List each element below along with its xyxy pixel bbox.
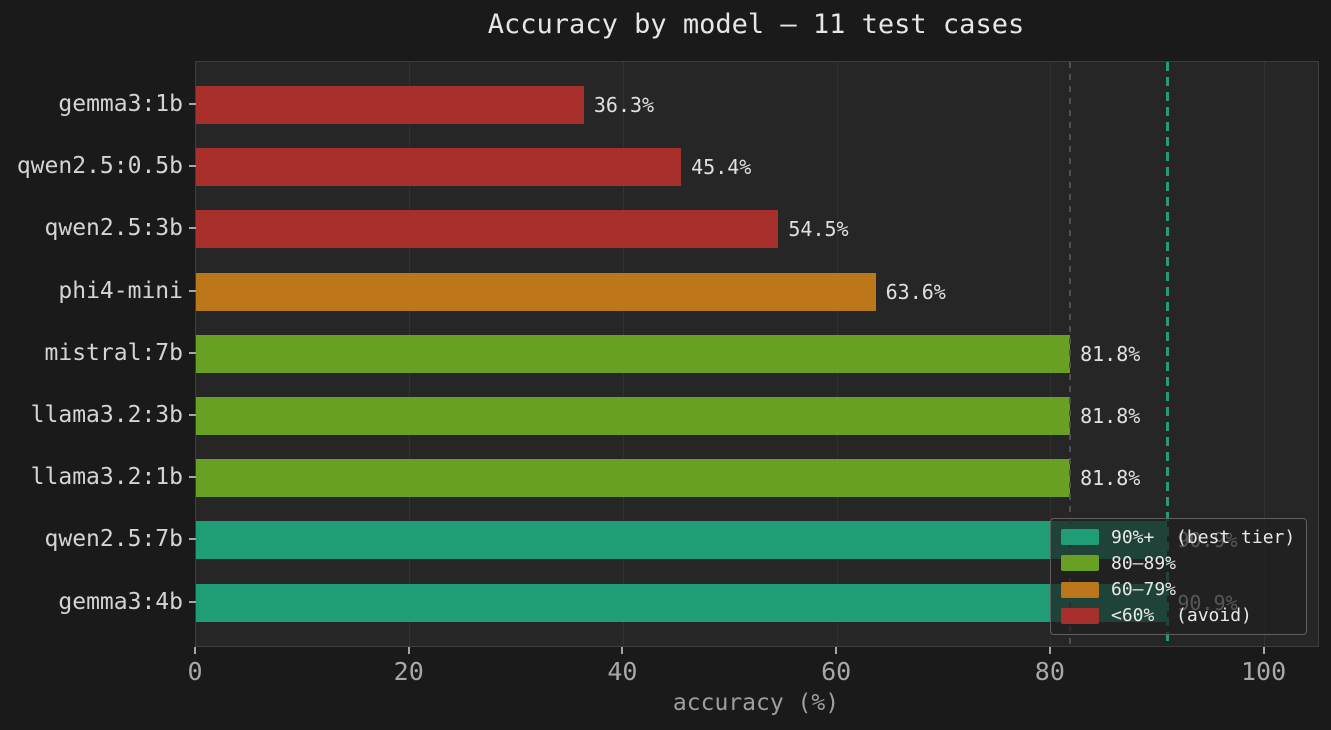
bar	[196, 521, 1168, 560]
x-tick	[194, 647, 196, 654]
x-tick-label: 40	[607, 657, 638, 686]
bar	[196, 86, 584, 124]
x-tick-label: 100	[1240, 657, 1287, 686]
bar-value-label: 45.4%	[691, 155, 752, 180]
y-tick-label: qwen2.5:0.5b	[16, 153, 183, 180]
legend-swatch	[1061, 529, 1099, 546]
bar	[196, 459, 1071, 498]
bar-value-label: 54.5%	[788, 217, 849, 242]
bar-value-label: 36.3%	[593, 93, 655, 117]
y-tick-label: qwen2.5:3b	[44, 215, 183, 242]
y-tick	[189, 289, 196, 292]
x-tick	[407, 647, 410, 654]
legend-item: 80—89%	[1061, 553, 1296, 574]
y-tick	[189, 227, 196, 230]
legend-item: 90%+ (best tier)	[1061, 527, 1296, 548]
legend-swatch	[1061, 581, 1099, 598]
y-tick-label: mistral:7b	[44, 339, 183, 366]
x-tick-label: 80	[1034, 657, 1065, 686]
bar-value-label: 81.8%	[1080, 404, 1141, 428]
y-tick	[189, 414, 196, 416]
y-tick-label: llama3.2:3b	[30, 402, 183, 428]
bar-value-label: 81.8%	[1080, 341, 1141, 366]
bar-value-label: 63.6%	[885, 279, 946, 304]
y-tick	[189, 103, 196, 105]
y-tick-label: phi4-mini	[58, 277, 183, 304]
plot-area: 36.3%45.4%54.5%63.6%81.8%81.8%81.8%90.9%…	[195, 61, 1319, 647]
legend-label: <60% (avoid)	[1111, 605, 1252, 627]
x-tick-label: 20	[393, 657, 424, 686]
legend-label: 80—89%	[1111, 552, 1177, 574]
bar	[196, 334, 1071, 373]
legend-label: 90%+ (best tier)	[1111, 526, 1296, 548]
gridline	[1264, 62, 1266, 646]
legend-swatch	[1061, 555, 1099, 572]
legend: 90%+ (best tier) 80—89% 60—79% <60% (avoid)	[1050, 518, 1307, 635]
x-tick	[1262, 647, 1265, 654]
bar	[196, 148, 682, 187]
x-tick-label: 60	[821, 657, 852, 686]
x-tick	[835, 647, 838, 654]
y-tick	[189, 476, 196, 479]
bar	[196, 583, 1168, 622]
y-tick-label: qwen2.5:7b	[44, 526, 183, 553]
legend-item: 60—79%	[1061, 579, 1296, 600]
bar	[196, 272, 876, 311]
x-tick-label: 0	[187, 657, 203, 686]
bar-value-label: 81.8%	[1080, 466, 1141, 491]
y-tick	[189, 351, 196, 354]
legend-swatch	[1061, 607, 1099, 624]
y-tick-label: gemma3:4b	[58, 588, 183, 615]
y-tick-label: llama3.2:1b	[30, 464, 183, 491]
x-axis-label: accuracy (%)	[672, 690, 840, 716]
y-tick	[189, 538, 196, 541]
legend-label: 60—79%	[1111, 579, 1177, 601]
chart-title: Accuracy by model — 11 test cases	[487, 9, 1025, 40]
y-tick	[189, 600, 196, 603]
y-tick	[189, 165, 196, 168]
bar	[196, 210, 779, 249]
x-tick	[621, 647, 624, 654]
legend-item: <60% (avoid)	[1061, 605, 1296, 626]
reference-line	[1165, 62, 1169, 646]
reference-line	[1069, 62, 1072, 646]
y-tick-label: gemma3:1b	[58, 91, 183, 117]
bar	[196, 397, 1071, 435]
x-tick	[1048, 647, 1051, 654]
